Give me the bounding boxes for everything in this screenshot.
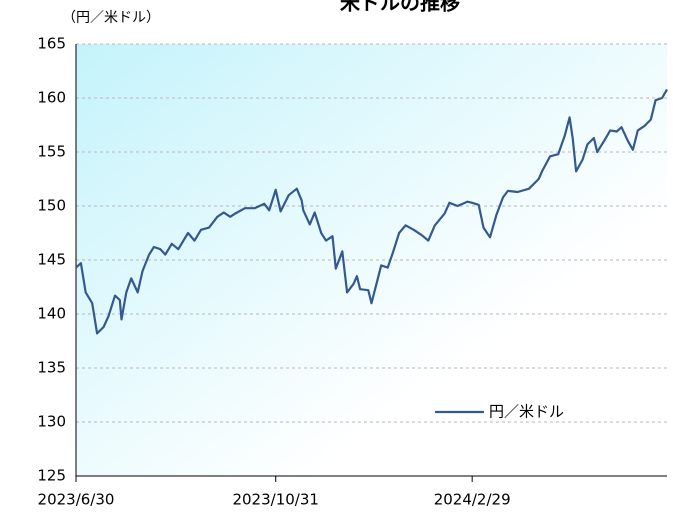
y-tick-label: 160 xyxy=(37,89,66,107)
line-series xyxy=(75,88,668,335)
y-tick-label: 130 xyxy=(37,413,66,431)
y-tick-label: 135 xyxy=(37,359,66,377)
x-tick-label: 2024/2/29 xyxy=(434,491,511,509)
chart-title: 米ドルの推移 xyxy=(340,0,460,15)
legend-label: 円／米ドル xyxy=(489,403,564,421)
y-tick-label: 165 xyxy=(37,35,66,53)
y-tick-label: 155 xyxy=(37,143,66,161)
y-tick-label: 125 xyxy=(37,467,66,485)
y-tick-label: 140 xyxy=(37,305,66,323)
x-tick-label: 2023/6/30 xyxy=(38,491,115,509)
y-tick-label: 145 xyxy=(37,251,66,269)
y-tick-label: 150 xyxy=(37,197,66,215)
x-tick-label: 2023/10/31 xyxy=(232,491,318,509)
y-axis-label: （円／米ドル） xyxy=(62,10,160,26)
